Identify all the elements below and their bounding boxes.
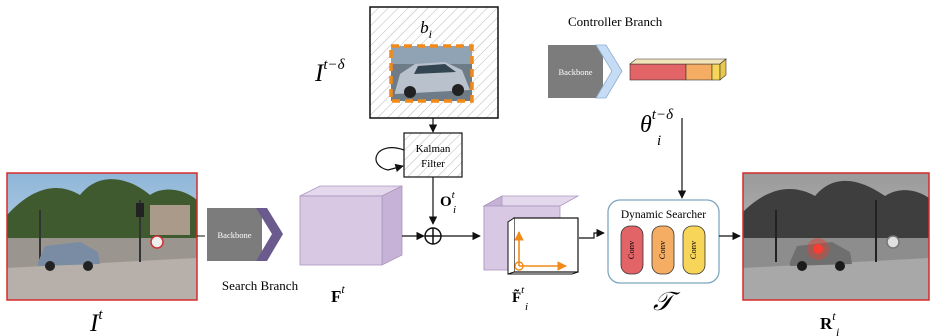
output-frame <box>742 172 930 301</box>
svg-text:Conv: Conv <box>657 240 667 259</box>
search-backbone: Backbone <box>207 208 262 261</box>
conv-block-3: Conv <box>682 225 706 275</box>
bounding-box <box>389 44 474 103</box>
svg-text:Conv: Conv <box>688 240 698 259</box>
arrow-Ftilde-to-searcher <box>579 228 605 239</box>
kalman-label-1: Kalman <box>416 143 451 155</box>
label-Ftilde-sub: i <box>525 301 528 313</box>
label-R: Rt <box>820 309 836 333</box>
search-backbone-label: Backbone <box>218 230 252 240</box>
label-R-sub: i <box>836 325 839 336</box>
conv-block-2: Conv <box>651 225 675 275</box>
label-T: 𝒯 <box>653 287 681 316</box>
conv-block-1: Conv <box>620 225 644 275</box>
controller-chevron <box>595 44 623 99</box>
car-crop <box>391 46 472 101</box>
theta-vector <box>629 58 727 81</box>
label-I-prev: It−δ <box>314 57 346 87</box>
dynamic-searcher-label: Dynamic Searcher <box>621 209 706 221</box>
input-frame-current <box>6 172 198 301</box>
kalman-self-loop <box>375 147 405 173</box>
kalman-filter-block: Kalman Filter <box>403 132 463 178</box>
label-I-current: It <box>89 307 103 336</box>
label-theta: θt−δ <box>640 107 674 138</box>
label-F: Ft <box>331 282 345 306</box>
car-icon <box>38 242 100 271</box>
label-O: Ot <box>440 189 456 210</box>
label-Ftilde: F̃t <box>512 284 525 306</box>
label-b: bi <box>420 18 432 41</box>
label-O-sub: i <box>453 204 456 216</box>
controller-branch-label: Controller Branch <box>568 14 663 29</box>
feature-cube-F <box>299 185 403 266</box>
feature-cube-Ftilde <box>482 195 580 275</box>
controller-backbone-label: Backbone <box>559 67 593 77</box>
search-chevron <box>256 208 283 261</box>
kalman-label-2: Filter <box>421 158 445 170</box>
sum-node <box>424 227 442 245</box>
svg-text:Conv: Conv <box>626 240 636 259</box>
dynamic-searcher-block: Dynamic Searcher Conv Conv Conv <box>607 199 720 284</box>
search-branch-label: Search Branch <box>222 278 299 293</box>
controller-backbone: Backbone <box>548 45 603 98</box>
previous-frame-hatched <box>369 6 499 119</box>
label-theta-sub: i <box>657 133 661 149</box>
